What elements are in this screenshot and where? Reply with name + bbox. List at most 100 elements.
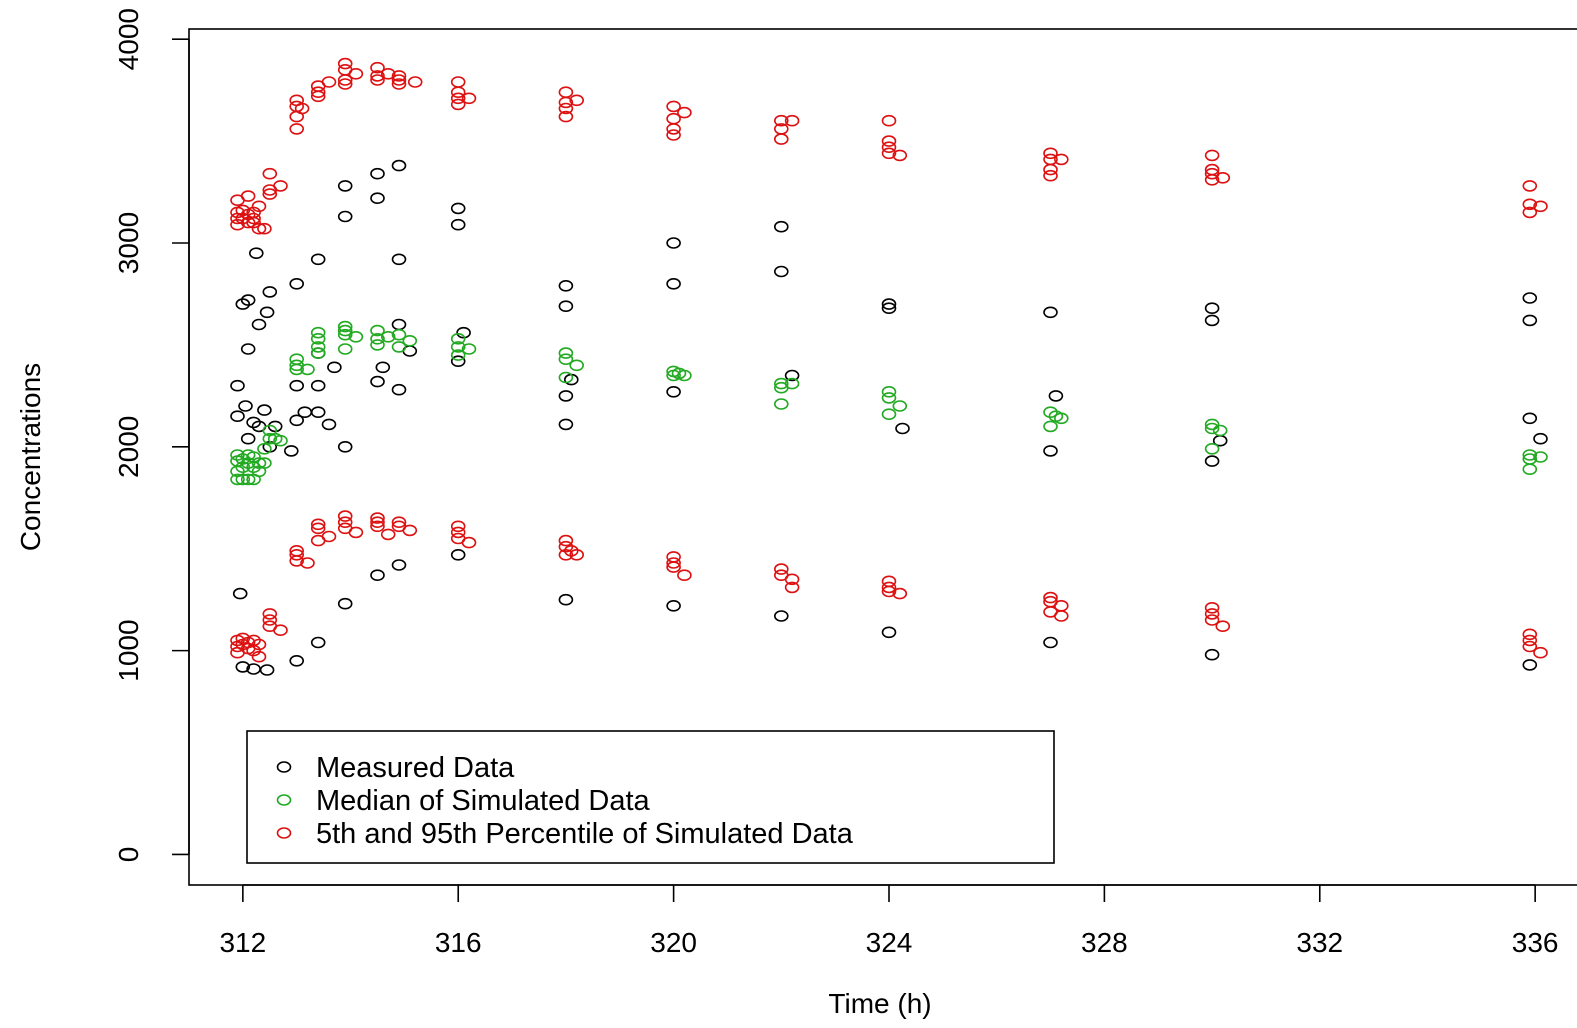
data-point <box>1204 455 1220 467</box>
data-point <box>289 548 305 561</box>
data-point <box>450 520 466 533</box>
data-point <box>310 406 326 419</box>
data-point <box>1204 422 1220 435</box>
legend-label: Measured Data <box>316 752 515 784</box>
data-point <box>273 434 288 447</box>
data-point <box>248 247 264 259</box>
data-point <box>450 526 466 539</box>
data-point <box>289 363 305 376</box>
data-point <box>375 361 391 374</box>
data-point <box>1533 432 1548 445</box>
x-axis-label: Time (h) <box>828 988 931 1019</box>
data-point <box>262 432 278 445</box>
data-point <box>558 300 574 313</box>
data-point <box>380 68 396 80</box>
data-point <box>321 530 337 543</box>
data-point <box>881 147 897 160</box>
data-point <box>895 422 910 435</box>
data-point <box>262 286 278 298</box>
data-point <box>310 90 326 103</box>
data-point <box>1522 412 1538 425</box>
data-point <box>666 277 681 290</box>
data-point <box>289 555 305 567</box>
data-point <box>391 328 407 341</box>
data-point <box>450 76 466 88</box>
data-point <box>881 585 897 598</box>
data-point <box>773 398 789 410</box>
data-point <box>300 363 315 376</box>
data-point <box>461 92 477 105</box>
series-1 <box>230 320 1548 486</box>
data-point <box>450 349 466 361</box>
legend-box <box>246 730 1055 864</box>
data-point <box>380 330 396 343</box>
data-point <box>1215 620 1231 633</box>
data-point <box>246 416 261 429</box>
data-point <box>450 98 466 111</box>
legend-label: 5th and 95th Percentile of Simulated Dat… <box>316 818 854 850</box>
data-point <box>300 557 315 569</box>
data-point <box>337 440 353 453</box>
data-point <box>1522 180 1538 192</box>
data-point <box>558 390 574 402</box>
data-point <box>892 587 908 600</box>
series-2 <box>230 57 1548 663</box>
data-point <box>240 343 256 355</box>
data-point <box>337 324 353 337</box>
data-point <box>881 302 897 315</box>
data-point <box>310 86 326 98</box>
data-point <box>1043 169 1058 182</box>
data-point <box>235 632 251 645</box>
y-tick-label: 0 <box>113 847 144 863</box>
x-tick-label: 324 <box>866 927 913 958</box>
data-point <box>402 334 418 347</box>
data-point <box>1204 608 1220 620</box>
data-point <box>337 343 353 355</box>
data-point <box>1204 442 1220 455</box>
data-point <box>666 561 681 573</box>
data-point <box>1533 646 1548 659</box>
data-point <box>370 339 385 351</box>
data-point <box>240 216 256 229</box>
data-point <box>450 86 466 98</box>
x-tick-label: 332 <box>1296 927 1343 958</box>
data-point <box>558 593 574 606</box>
data-point <box>569 548 585 561</box>
data-point <box>1204 648 1220 661</box>
y-axis: 0 1000 2000 3000 4000 <box>113 8 190 863</box>
data-point <box>1043 406 1058 419</box>
data-point <box>235 661 251 673</box>
data-point <box>450 355 466 368</box>
series-0 <box>230 159 1548 676</box>
data-point <box>1204 601 1220 614</box>
data-point <box>892 400 908 412</box>
x-tick-label: 320 <box>650 927 697 958</box>
data-point <box>310 326 326 339</box>
data-point <box>461 536 477 549</box>
data-point <box>246 644 261 657</box>
data-point <box>666 123 681 135</box>
data-point <box>677 369 692 382</box>
data-point <box>337 180 353 192</box>
data-point <box>310 636 326 649</box>
data-point <box>784 369 800 382</box>
data-point <box>251 457 267 469</box>
data-point <box>337 597 353 610</box>
data-point <box>257 442 272 455</box>
data-point <box>337 510 353 522</box>
data-point <box>257 404 272 416</box>
data-point <box>881 298 897 310</box>
data-point <box>1054 610 1069 622</box>
data-point <box>881 581 897 594</box>
data-point <box>450 341 466 353</box>
data-point <box>370 375 385 388</box>
data-point <box>784 114 800 127</box>
data-point <box>259 664 275 676</box>
data-point <box>558 347 574 359</box>
data-point <box>310 518 326 531</box>
data-point <box>784 573 800 586</box>
data-point <box>450 332 466 345</box>
